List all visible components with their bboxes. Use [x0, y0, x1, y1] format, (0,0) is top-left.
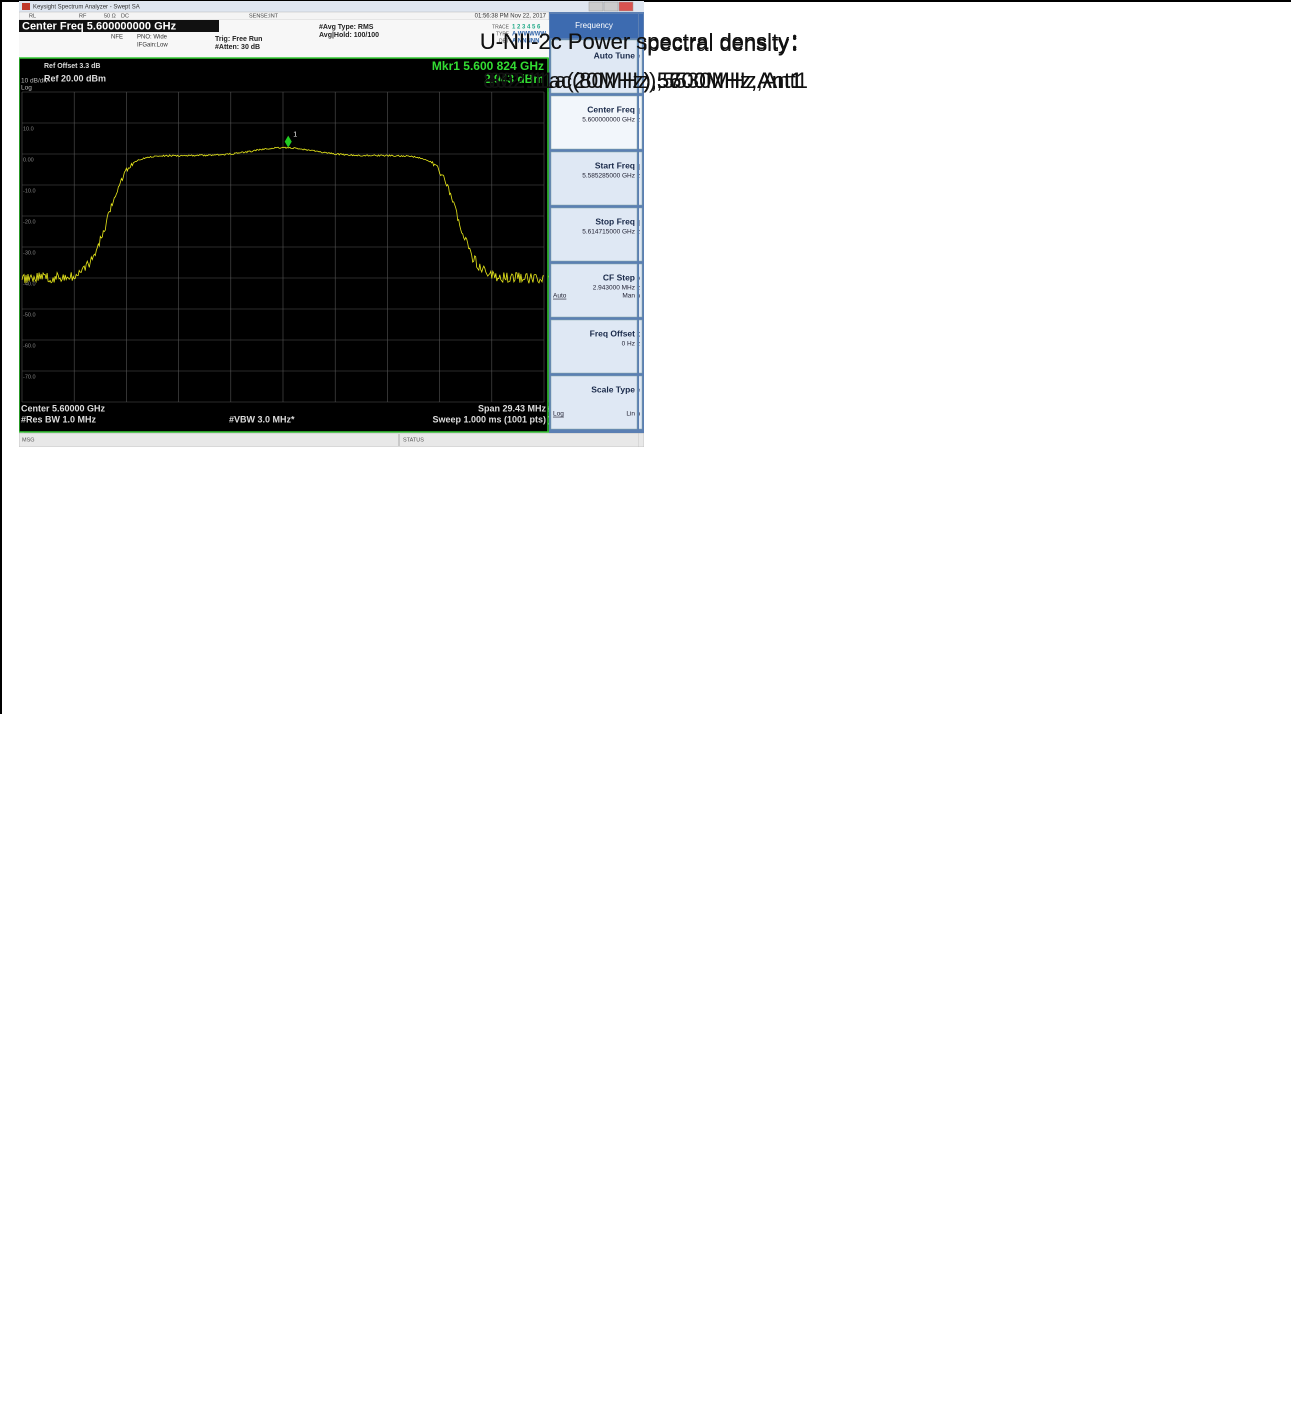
- y-label: -30.0: [23, 250, 36, 256]
- y-label: 10.0: [23, 126, 34, 132]
- y-label: -50.0: [23, 312, 36, 318]
- y-label: -20.0: [23, 219, 36, 225]
- status-item: 50 Ω: [104, 13, 116, 19]
- avg-hold: Avg|Hold: 100/100: [319, 32, 379, 39]
- atten: #Atten: 30 dB: [215, 44, 260, 51]
- softkey-label: Freq Offset: [590, 328, 636, 338]
- softkey-option: Auto: [553, 293, 567, 300]
- trace: [21, 146, 544, 284]
- cell-subtitle: 802.11a(20MHz),5700MHz,Ant1: [488, 68, 803, 93]
- softkey[interactable]: [550, 263, 638, 318]
- y-label: -70.0: [23, 374, 36, 380]
- softkey-value: 0 Hz: [622, 341, 635, 348]
- softkey-label: Stop Freq: [595, 216, 635, 226]
- span-label: Span 29.43 MHz: [478, 403, 547, 413]
- page: U-NII-2c Power spectral density： 802.11a(…: [0, 0, 1291, 714]
- center-freq: Center Freq 5.600000000 GHz: [22, 20, 177, 32]
- vbw-label: #VBW 3.0 MHz*: [229, 414, 295, 424]
- softkey-value: 5.600000000 GHz: [582, 117, 635, 124]
- window-title: Keysight Spectrum Analyzer - Swept SA: [33, 5, 140, 11]
- marker-diamond: [284, 135, 292, 148]
- y-label: -60.0: [23, 343, 36, 349]
- title-bar: [19, 1, 639, 12]
- trace-label: DET: [499, 38, 509, 44]
- softkey-label: Start Freq: [595, 160, 635, 170]
- window-button: [618, 1, 634, 12]
- table-border: [0, 0, 2, 714]
- table-cell: U-NII-2c Power spectral density： 802.11a(…: [0, 29, 811, 1314]
- softkey[interactable]: [550, 151, 638, 206]
- softkey-label: CF Step: [603, 272, 635, 282]
- nfe: NFE: [111, 35, 123, 41]
- softkey-option: Log: [553, 411, 564, 418]
- center-freq-box: [19, 20, 219, 32]
- pno: PNO: Wide: [137, 35, 168, 41]
- center-label: Center 5.60000 GHz: [21, 403, 106, 413]
- menu-title: Frequency: [575, 21, 613, 30]
- table-cell: Keysight Spectrum Analyzer - Swept SA RL R…: [0, 1, 646, 1200]
- trace-label: TYPE: [496, 31, 510, 37]
- softkey[interactable]: [550, 319, 638, 374]
- table-border: [0, 0, 1291, 2]
- ifgain: IFGain:Low: [137, 43, 168, 49]
- msg: MSG: [22, 437, 35, 443]
- trace-row: A WWWWW: [512, 32, 546, 38]
- softkey-value: 5.614715000 GHz: [582, 229, 635, 236]
- softkey-value: 5.585285000 GHz: [582, 173, 635, 180]
- sweep-label: Sweep 1.000 ms (1001 pts): [432, 414, 546, 424]
- marker-value: 2.943 dBm: [484, 72, 544, 86]
- trace-row: 1 2 3 4 5 6: [512, 25, 541, 31]
- y-label: 0.00: [23, 157, 34, 163]
- softkey[interactable]: [550, 375, 638, 430]
- menu-title-box: [550, 14, 638, 38]
- timestamp: 01:56:38 PM Nov 22, 2017: [475, 14, 547, 20]
- analyzer-screenshot: Keysight Spectrum Analyzer - Swept SA RL R…: [19, 1, 639, 447]
- table-cell: U-NII-2c Power spectral density： 802.11ac…: [0, 29, 811, 1428]
- softkey-option: Man: [622, 293, 635, 300]
- softkey[interactable]: [550, 39, 638, 94]
- window-button: [603, 1, 619, 12]
- softkey-value: 2.943000 MHz: [593, 285, 635, 292]
- y-label: -10.0: [23, 188, 36, 194]
- status-item: DC: [121, 13, 129, 19]
- softkey-label: Scale Type: [591, 384, 635, 394]
- ref-level: Ref 20.00 dBm: [44, 73, 106, 83]
- scale: 10 dB/div: [21, 78, 49, 85]
- scale-type: Log: [21, 85, 32, 92]
- status-item: SENSE:INT: [249, 13, 279, 19]
- cell-title: U-NII-2c Power spectral density：: [479, 29, 812, 54]
- trig: Trig: Free Run: [215, 36, 262, 43]
- graph-area: [19, 57, 549, 433]
- softkey-option: Lin: [626, 411, 635, 418]
- softkey-label: Auto Tune: [594, 50, 636, 60]
- marker-freq: Mkr1 5.600 824 GHz: [432, 59, 544, 73]
- rbw-label: #Res BW 1.0 MHz: [21, 414, 97, 424]
- trace-row: A NNNNN: [512, 39, 539, 45]
- softkey[interactable]: [550, 207, 638, 262]
- y-label: -40.0: [23, 281, 36, 287]
- cell-subtitle: 802.11ac(80MHz),5530MHz,Ant1: [483, 68, 808, 93]
- msg-bar: [19, 432, 639, 447]
- trace-label: TRACE: [492, 24, 510, 30]
- avg-type: #Avg Type: RMS: [319, 24, 374, 31]
- status-item: RL: [29, 13, 36, 19]
- softkey-label: Center Freq: [587, 104, 635, 114]
- status: STATUS: [403, 437, 424, 443]
- window-button: [588, 1, 604, 12]
- cell-title: U-NII-2c Power spectral density：: [479, 29, 812, 54]
- app-icon: [22, 3, 30, 10]
- status-row: [19, 11, 550, 21]
- ref-offset: Ref Offset 3.3 dB: [44, 63, 100, 70]
- status-item: RF: [79, 13, 87, 19]
- softkey[interactable]: [550, 95, 638, 150]
- marker-number: 1: [293, 131, 297, 138]
